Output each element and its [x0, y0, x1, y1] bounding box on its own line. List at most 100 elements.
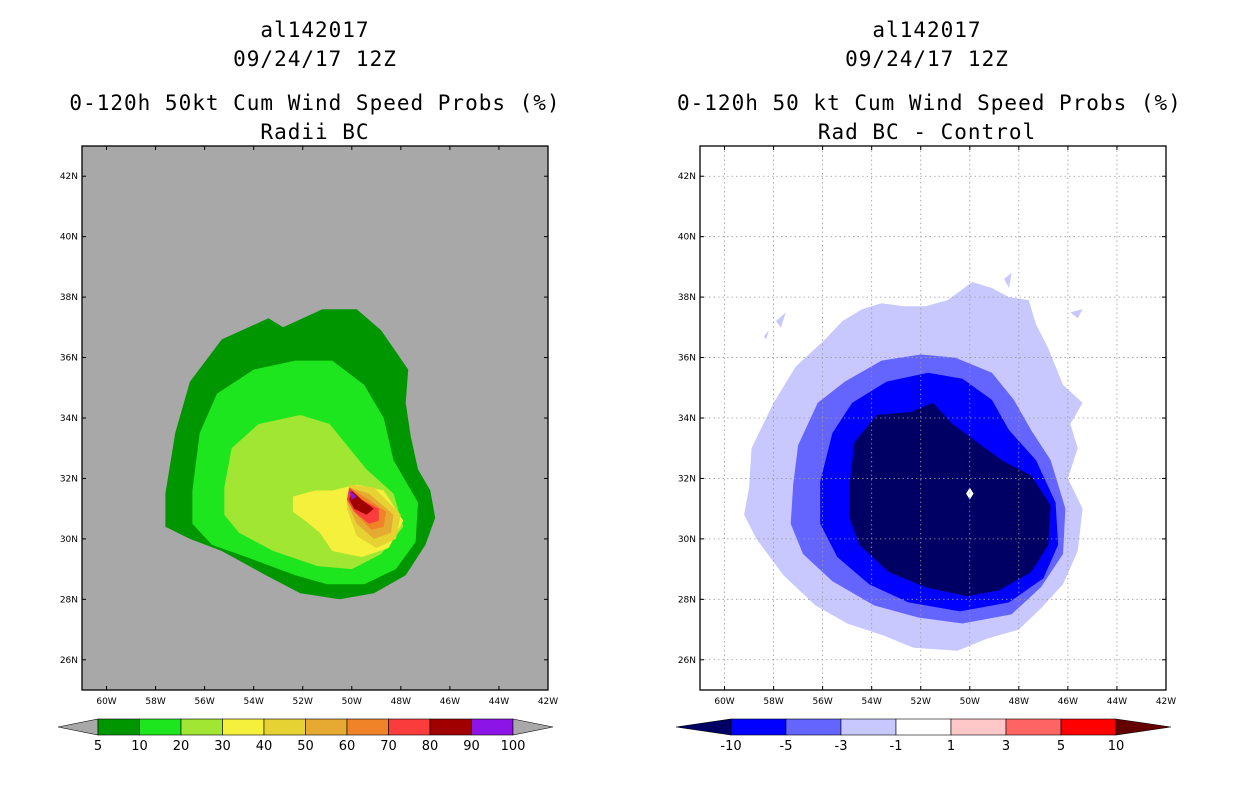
right-ytick-label: 32N — [678, 474, 696, 484]
right-contour-minus1-8 — [1070, 309, 1083, 319]
left-ytick-label: 40N — [60, 233, 78, 243]
left-cbar-label: 50 — [297, 739, 314, 754]
right-ytick-label: 42N — [678, 172, 696, 182]
right-ytick-label: 34N — [678, 414, 696, 424]
right-contours — [744, 272, 1083, 651]
right-xtick-label: 50W — [960, 697, 980, 707]
right-xtick-label: 52W — [911, 697, 931, 707]
right-contour-minus1-7 — [1004, 272, 1012, 288]
right-xtick-label: 58W — [763, 697, 783, 707]
right-ytick-label: 26N — [678, 656, 696, 666]
left-cbar-swatch — [222, 718, 265, 736]
right-storm-id: al142017 — [872, 18, 982, 42]
left-ytick-label: 26N — [60, 656, 78, 666]
right-cbar-label: 5 — [1057, 739, 1065, 754]
left-cbar-swatch — [471, 718, 514, 736]
left-cbar-label: 40 — [256, 739, 273, 754]
left-xtick-label: 60W — [96, 697, 116, 707]
left-xtick-label: 46W — [440, 697, 460, 707]
right-cbar-label: -3 — [835, 739, 848, 754]
left-valid-time: 09/24/17 12Z — [233, 47, 397, 71]
left-chart-title-block: al142017 09/24/17 12Z 0-120h 50kt Cum Wi… — [65, 18, 565, 144]
right-ytick-label: 30N — [678, 535, 696, 545]
right-contour-minus1-5 — [842, 360, 845, 367]
right-ytick-label: 40N — [678, 233, 696, 243]
left-cbar-label: 100 — [501, 739, 526, 754]
left-ytick-label: 28N — [60, 595, 78, 605]
left-cbar-swatch — [305, 718, 348, 736]
right-cbar-label: 3 — [1002, 739, 1010, 754]
right-chart-title-block: al142017 09/24/17 12Z 0-120h 50 kt Cum W… — [677, 18, 1182, 144]
left-storm-id: al142017 — [260, 18, 370, 42]
right-cbar-low-arrow — [675, 718, 732, 736]
right-contour-minus1-9 — [763, 330, 769, 340]
left-cbar-swatch — [139, 718, 182, 736]
right-cbar-label: -5 — [780, 739, 793, 754]
left-chart-subtitle: Radii BC — [260, 120, 370, 144]
left-xtick-label: 44W — [489, 697, 509, 707]
right-xtick-label: 44W — [1107, 697, 1127, 707]
left-cbar-swatch — [97, 718, 140, 736]
right-contour-minus1-6 — [776, 312, 786, 328]
left-contours — [165, 309, 436, 600]
right-valid-time: 09/24/17 12Z — [845, 47, 1009, 71]
right-contour-minus10-3 — [849, 402, 1051, 597]
right-cbar-swatch — [895, 718, 952, 736]
right-xtick-label: 54W — [862, 697, 882, 707]
right-colorbar: -10 -5 -3 -1 1 3 5 10 — [675, 718, 1172, 754]
left-ytick-label: 36N — [60, 354, 78, 364]
left-ytick-label: 42N — [60, 172, 78, 182]
right-cbar-swatch — [730, 718, 787, 736]
left-xtick-label: 58W — [145, 697, 165, 707]
right-cbar-swatch — [785, 718, 842, 736]
left-ytick-label: 34N — [60, 414, 78, 424]
right-cbar-label: 10 — [1108, 739, 1125, 754]
left-cbar-high-arrow — [512, 718, 554, 736]
left-cbar-low-arrow — [57, 718, 99, 736]
left-xtick-label: 48W — [391, 697, 411, 707]
left-cbar-swatch — [263, 718, 306, 736]
right-chart-title: 0-120h 50 kt Cum Wind Speed Probs (%) — [677, 91, 1182, 115]
left-cbar-label: 80 — [422, 739, 439, 754]
left-cbar-label: 90 — [463, 739, 480, 754]
right-xtick-label: 60W — [714, 697, 734, 707]
right-cbar-high-arrow — [1115, 718, 1172, 736]
left-ytick-label: 32N — [60, 474, 78, 484]
right-chart-subtitle: Rad BC - Control — [817, 120, 1037, 144]
right-xtick-label: 46W — [1058, 697, 1078, 707]
right-cbar-swatch — [1060, 718, 1117, 736]
right-cbar-label: -1 — [890, 739, 903, 754]
left-ytick-label: 30N — [60, 535, 78, 545]
left-cbar-label: 70 — [380, 739, 397, 754]
right-cbar-swatch — [1005, 718, 1062, 736]
left-xtick-label: 42W — [538, 697, 558, 707]
left-contour-90-9 — [349, 490, 357, 500]
right-xtick-label: 48W — [1009, 697, 1029, 707]
right-xtick-label: 42W — [1156, 697, 1176, 707]
left-cbar-label: 30 — [214, 739, 231, 754]
left-colorbar: 5 10 20 30 40 50 60 70 80 90 100 — [57, 718, 554, 754]
right-ytick-label: 36N — [678, 354, 696, 364]
right-cbar-label: -10 — [720, 739, 741, 754]
left-ytick-label: 38N — [60, 293, 78, 303]
left-cbar-label: 10 — [131, 739, 148, 754]
right-ytick-label: 28N — [678, 595, 696, 605]
right-map-panel: 60W 58W 56W 54W 52W 50W 48W 46W 44W 42W 26N 28N 30N 3… — [678, 145, 1176, 707]
right-cbar-swatch — [950, 718, 1007, 736]
left-chart-title: 0-120h 50kt Cum Wind Speed Probs (%) — [69, 91, 561, 115]
left-map-panel: 60W 58W 56W 54W 52W 50W 48W 46W 44W 42W 26N 28N 30N 3… — [60, 145, 558, 707]
left-xtick-label: 54W — [244, 697, 264, 707]
left-cbar-swatch — [180, 718, 223, 736]
left-cbar-label: 60 — [339, 739, 356, 754]
right-xtick-label: 56W — [812, 697, 832, 707]
left-cbar-label: 20 — [173, 739, 190, 754]
left-cbar-swatch — [388, 718, 431, 736]
left-cbar-label: 5 — [94, 739, 102, 754]
left-cbar-swatch — [346, 718, 389, 736]
right-cbar-swatch — [840, 718, 897, 736]
left-xtick-label: 50W — [342, 697, 362, 707]
left-cbar-swatch — [429, 718, 472, 736]
right-ytick-label: 38N — [678, 293, 696, 303]
left-xtick-label: 56W — [194, 697, 214, 707]
